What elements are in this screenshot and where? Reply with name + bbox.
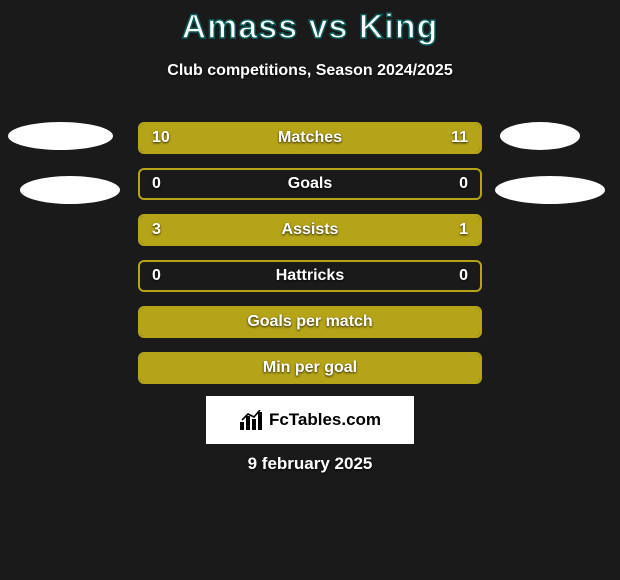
bars-icon xyxy=(239,410,265,430)
value-right: 11 xyxy=(451,124,468,152)
comparison-infographic: Amass vs King Club competitions, Season … xyxy=(0,0,620,580)
watermark-box: FcTables.com xyxy=(206,396,414,444)
stat-row-goals: 0 Goals 0 xyxy=(138,168,482,200)
stat-row-min-per-goal: Min per goal xyxy=(138,352,482,384)
date-label: 9 february 2025 xyxy=(0,454,620,474)
stat-row-hattricks: 0 Hattricks 0 xyxy=(138,260,482,292)
photo-placeholder-left-2 xyxy=(20,176,120,204)
stat-label: Goals xyxy=(140,170,480,198)
stat-row-goals-per-match: Goals per match xyxy=(138,306,482,338)
value-right: 0 xyxy=(459,170,468,198)
stat-label: Goals per match xyxy=(140,308,480,336)
watermark-text: FcTables.com xyxy=(269,410,381,430)
stat-row-matches: 10 Matches 11 xyxy=(138,122,482,154)
stat-label: Assists xyxy=(140,216,480,244)
stat-label: Min per goal xyxy=(140,354,480,382)
photo-placeholder-right-1 xyxy=(500,122,580,150)
stat-rows: 10 Matches 11 0 Goals 0 3 Assists 1 0 Ha… xyxy=(138,122,482,398)
value-right: 0 xyxy=(459,262,468,290)
stat-row-assists: 3 Assists 1 xyxy=(138,214,482,246)
value-right: 1 xyxy=(459,216,468,244)
page-title: Amass vs King xyxy=(0,8,620,47)
photo-placeholder-left-1 xyxy=(8,122,113,150)
stat-label: Matches xyxy=(140,124,480,152)
subtitle: Club competitions, Season 2024/2025 xyxy=(0,62,620,80)
photo-placeholder-right-2 xyxy=(495,176,605,204)
stat-label: Hattricks xyxy=(140,262,480,290)
